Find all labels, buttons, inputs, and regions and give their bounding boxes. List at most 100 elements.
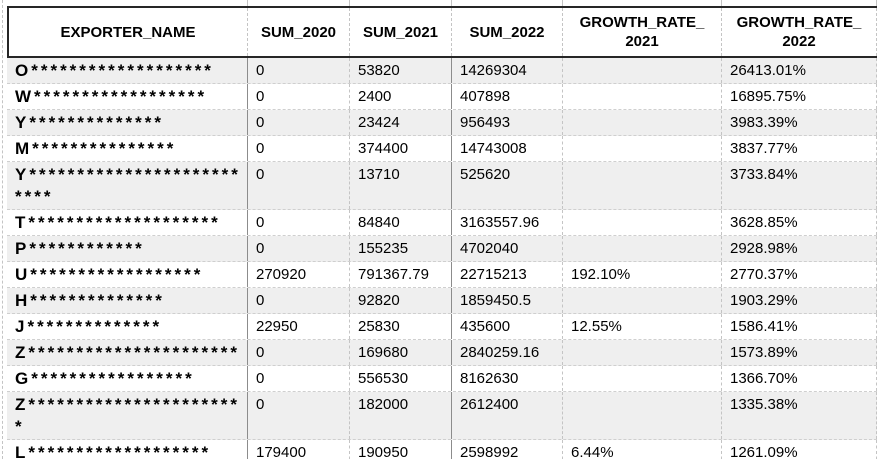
column-header-label: 2022 (782, 33, 816, 50)
cell-exporter-name[interactable]: O******************* (7, 58, 248, 83)
column-header-growth-rate-2021[interactable]: GROWTH_RATE_ 2021 (563, 8, 722, 56)
cell-sum-2021[interactable]: 190950 (350, 440, 452, 459)
column-header-sum-2020[interactable]: SUM_2020 (248, 8, 350, 56)
cell-growth-rate-2021[interactable] (563, 84, 722, 109)
cell-sum-2022[interactable]: 22715213 (452, 262, 563, 287)
cell-sum-2020[interactable]: 22950 (248, 314, 350, 339)
top-partial-cell (248, 0, 350, 6)
table-row: T******************** 0 84840 3163557.96… (7, 210, 877, 236)
cell-growth-rate-2022[interactable]: 1586.41% (722, 314, 877, 339)
cell-growth-rate-2021[interactable] (563, 162, 722, 209)
cell-sum-2022[interactable]: 8162630 (452, 366, 563, 391)
cell-sum-2022[interactable]: 407898 (452, 84, 563, 109)
cell-growth-rate-2022[interactable]: 1261.09% (722, 440, 877, 459)
cell-sum-2022[interactable]: 4702040 (452, 236, 563, 261)
cell-sum-2021[interactable]: 84840 (350, 210, 452, 235)
top-partial-row (7, 0, 877, 6)
cell-sum-2020[interactable]: 270920 (248, 262, 350, 287)
cell-sum-2020[interactable]: 0 (248, 392, 350, 439)
cell-sum-2022[interactable]: 14743008 (452, 136, 563, 161)
column-header-label: GROWTH_RATE_ (736, 14, 862, 31)
cell-sum-2022[interactable]: 3163557.96 (452, 210, 563, 235)
cell-exporter-name[interactable]: L******************* (7, 440, 248, 459)
cell-exporter-name[interactable]: T******************** (7, 210, 248, 235)
column-header-sum-2022[interactable]: SUM_2022 (452, 8, 563, 56)
cell-growth-rate-2021[interactable]: 6.44% (563, 440, 722, 459)
cell-sum-2022[interactable]: 435600 (452, 314, 563, 339)
cell-growth-rate-2022[interactable]: 1366.70% (722, 366, 877, 391)
cell-sum-2020[interactable]: 0 (248, 84, 350, 109)
cell-sum-2022[interactable]: 1859450.5 (452, 288, 563, 313)
cell-growth-rate-2021[interactable] (563, 110, 722, 135)
column-header-label: SUM_2022 (469, 23, 545, 41)
column-header-exporter-name[interactable]: EXPORTER_NAME (9, 8, 248, 56)
cell-sum-2021[interactable]: 92820 (350, 288, 452, 313)
cell-sum-2021[interactable]: 374400 (350, 136, 452, 161)
cell-sum-2022[interactable]: 956493 (452, 110, 563, 135)
cell-sum-2021[interactable]: 53820 (350, 58, 452, 83)
cell-sum-2021[interactable]: 169680 (350, 340, 452, 365)
cell-sum-2022[interactable]: 2598992 (452, 440, 563, 459)
cell-exporter-name[interactable]: Y************** (7, 110, 248, 135)
cell-growth-rate-2021[interactable] (563, 392, 722, 439)
cell-sum-2020[interactable]: 0 (248, 236, 350, 261)
cell-sum-2021[interactable]: 23424 (350, 110, 452, 135)
cell-sum-2022[interactable]: 525620 (452, 162, 563, 209)
cell-sum-2021[interactable]: 13710 (350, 162, 452, 209)
cell-sum-2022[interactable]: 14269304 (452, 58, 563, 83)
cell-sum-2020[interactable]: 0 (248, 366, 350, 391)
cell-exporter-name[interactable]: H************** (7, 288, 248, 313)
cell-growth-rate-2021[interactable] (563, 210, 722, 235)
cell-sum-2020[interactable]: 0 (248, 340, 350, 365)
cell-exporter-name[interactable]: W****************** (7, 84, 248, 109)
column-header-growth-rate-2022[interactable]: GROWTH_RATE_ 2022 (722, 8, 877, 56)
cell-growth-rate-2021[interactable] (563, 340, 722, 365)
cell-growth-rate-2022[interactable]: 3733.84% (722, 162, 877, 209)
table-header-row: EXPORTER_NAME SUM_2020 SUM_2021 SUM_2022… (7, 6, 877, 58)
cell-sum-2021[interactable]: 25830 (350, 314, 452, 339)
cell-sum-2020[interactable]: 0 (248, 288, 350, 313)
cell-sum-2021[interactable]: 2400 (350, 84, 452, 109)
cell-sum-2020[interactable]: 0 (248, 210, 350, 235)
cell-sum-2021[interactable]: 155235 (350, 236, 452, 261)
cell-exporter-name[interactable]: Z********************** (7, 340, 248, 365)
cell-exporter-name[interactable]: G***************** (7, 366, 248, 391)
cell-growth-rate-2021[interactable] (563, 58, 722, 83)
cell-growth-rate-2021[interactable]: 12.55% (563, 314, 722, 339)
cell-sum-2022[interactable]: 2840259.16 (452, 340, 563, 365)
cell-exporter-name[interactable]: M*************** (7, 136, 248, 161)
cell-growth-rate-2022[interactable]: 1573.89% (722, 340, 877, 365)
cell-sum-2020[interactable]: 179400 (248, 440, 350, 459)
cell-growth-rate-2022[interactable]: 3628.85% (722, 210, 877, 235)
table-row: P************ 0 155235 4702040 2928.98% (7, 236, 877, 262)
cell-exporter-name[interactable]: J************** (7, 314, 248, 339)
cell-growth-rate-2022[interactable]: 26413.01% (722, 58, 877, 83)
table-row: W****************** 0 2400 407898 16895.… (7, 84, 877, 110)
cell-sum-2021[interactable]: 182000 (350, 392, 452, 439)
cell-growth-rate-2021[interactable] (563, 136, 722, 161)
cell-sum-2022[interactable]: 2612400 (452, 392, 563, 439)
cell-growth-rate-2022[interactable]: 3837.77% (722, 136, 877, 161)
cell-growth-rate-2021[interactable] (563, 236, 722, 261)
cell-exporter-name[interactable]: U****************** (7, 262, 248, 287)
column-header-sum-2021[interactable]: SUM_2021 (350, 8, 452, 56)
cell-growth-rate-2021[interactable]: 192.10% (563, 262, 722, 287)
cell-growth-rate-2021[interactable] (563, 366, 722, 391)
cell-sum-2020[interactable]: 0 (248, 136, 350, 161)
cell-exporter-name[interactable]: P************ (7, 236, 248, 261)
cell-growth-rate-2022[interactable]: 3983.39% (722, 110, 877, 135)
cell-growth-rate-2022[interactable]: 1903.29% (722, 288, 877, 313)
cell-growth-rate-2022[interactable]: 2770.37% (722, 262, 877, 287)
cell-sum-2020[interactable]: 0 (248, 162, 350, 209)
cell-growth-rate-2022[interactable]: 16895.75% (722, 84, 877, 109)
cell-growth-rate-2021[interactable] (563, 288, 722, 313)
cell-exporter-name[interactable]: Z*********************** (7, 392, 248, 439)
cell-sum-2021[interactable]: 791367.79 (350, 262, 452, 287)
cell-sum-2020[interactable]: 0 (248, 110, 350, 135)
cell-growth-rate-2022[interactable]: 2928.98% (722, 236, 877, 261)
cell-exporter-name[interactable]: Y************************** (7, 162, 248, 209)
cell-sum-2020[interactable]: 0 (248, 58, 350, 83)
cell-growth-rate-2022[interactable]: 1335.38% (722, 392, 877, 439)
cell-sum-2021[interactable]: 556530 (350, 366, 452, 391)
table-row: Z********************** 0 169680 2840259… (7, 340, 877, 366)
